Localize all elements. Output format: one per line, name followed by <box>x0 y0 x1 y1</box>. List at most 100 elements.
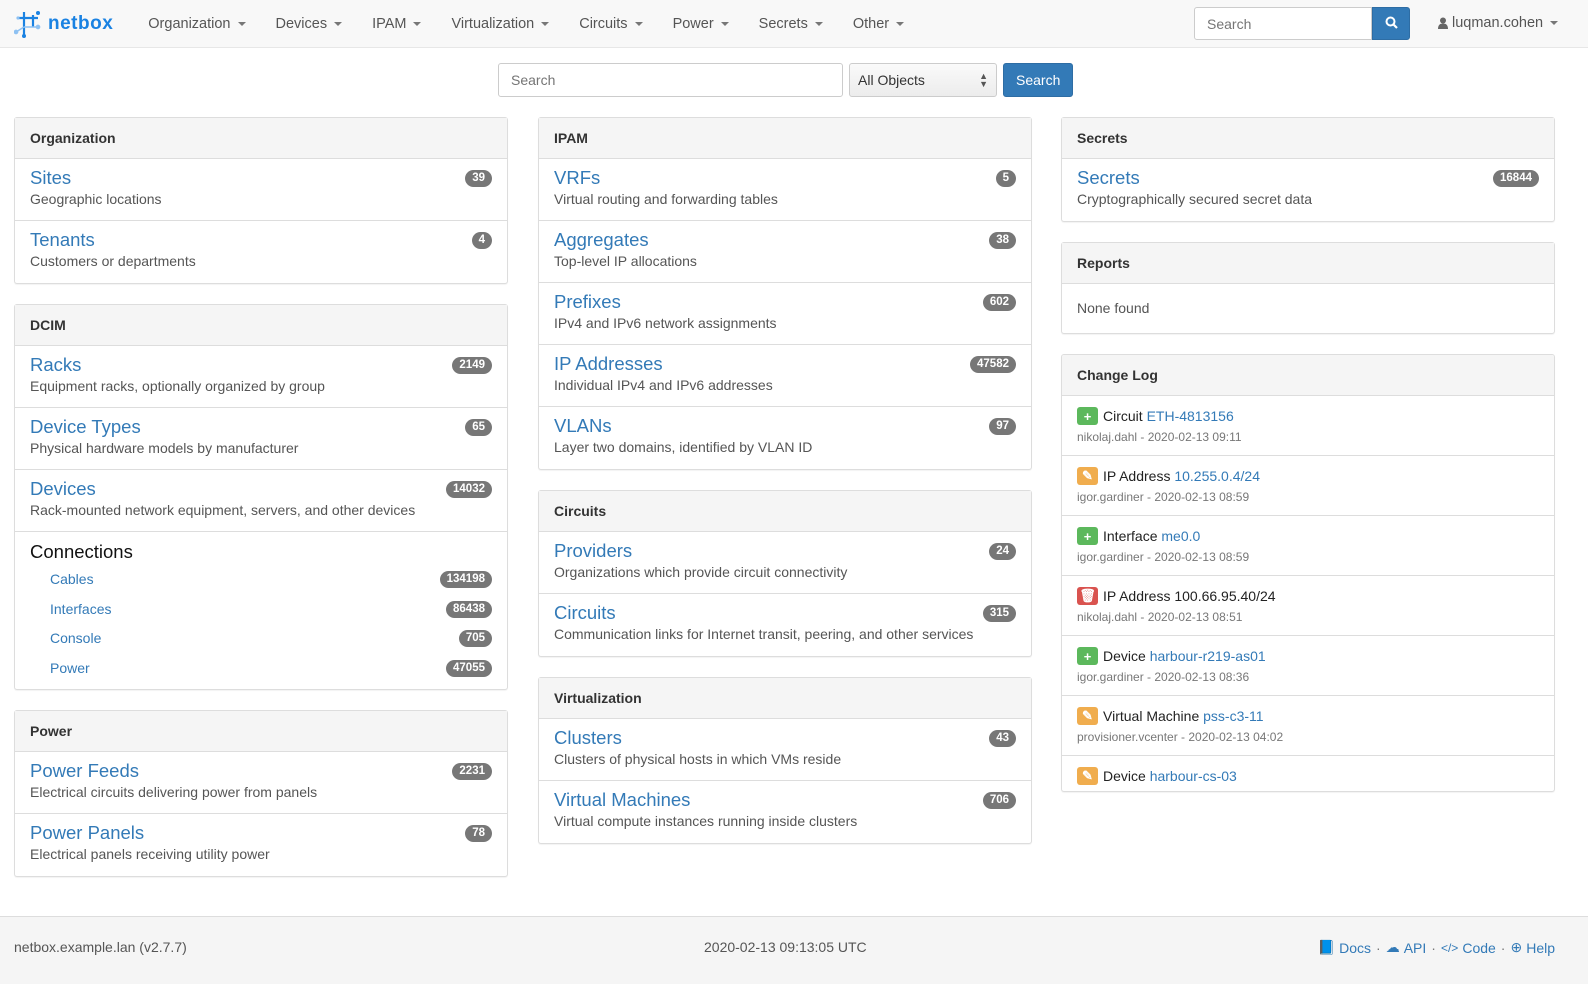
changelog-title: ✎ Device harbour-cs-03 <box>1077 767 1539 785</box>
panel-organization: Organization Sites 39 Geographic locations T… <box>14 117 508 284</box>
main-menu: Organization Devices IPAM Virtualization Cir… <box>133 16 919 32</box>
object-link[interactable]: harbour-cs-03 <box>1149 768 1237 784</box>
item-link[interactable]: VRFs <box>554 167 601 188</box>
panel-heading: Virtualization <box>539 678 1031 719</box>
menu-secrets[interactable]: Secrets <box>744 16 838 32</box>
list-item-racks: Racks 2149 Equipment racks, optionally org… <box>15 346 507 408</box>
changelog-entry: ✎ Virtual Machine pss-c3-11 provisioner.vc… <box>1062 696 1554 756</box>
user-menu[interactable]: luqman.cohen <box>1438 15 1559 31</box>
item-link[interactable]: Device Types <box>30 416 141 437</box>
menu-circuits[interactable]: Circuits <box>564 16 657 32</box>
panel-heading: Organization <box>15 118 507 159</box>
item-link[interactable]: IP Addresses <box>554 353 663 374</box>
item-description: Individual IPv4 and IPv6 addresses <box>554 377 773 393</box>
item-link[interactable]: Aggregates <box>554 229 649 250</box>
item-description: Geographic locations <box>30 191 162 207</box>
list-item-prefixes: Prefixes 602 IPv4 and IPv6 network assignm… <box>539 283 1031 345</box>
item-link[interactable]: Circuits <box>554 602 616 623</box>
code-link[interactable]: </> Code <box>1441 940 1496 956</box>
menu-power[interactable]: Power <box>658 16 744 32</box>
item-link[interactable]: Tenants <box>30 229 95 250</box>
menu-label: Secrets <box>758 15 808 32</box>
count-badge: 2149 <box>452 357 492 374</box>
count-badge: 86438 <box>446 600 492 618</box>
item-link[interactable]: Power Feeds <box>30 760 139 781</box>
connection-link[interactable]: Console <box>50 630 102 646</box>
api-link[interactable]: ☁ API <box>1386 939 1427 956</box>
changelog-meta: igor.gardiner - 2020-02-13 08:59 <box>1077 550 1250 564</box>
item-description: Electrical circuits delivering power fro… <box>30 784 318 800</box>
menu-label: Power <box>672 15 714 32</box>
object-link[interactable]: me0.0 <box>1161 528 1201 544</box>
item-link[interactable]: Racks <box>30 354 82 375</box>
separator: · <box>1431 939 1436 956</box>
changelog-title: + Interface me0.0 <box>1077 527 1539 545</box>
search-button[interactable]: Search <box>1003 63 1074 97</box>
changelog-entry: + Circuit ETH-4813156 nikolaj.dahl - 2020-… <box>1062 396 1554 456</box>
code-icon: </> <box>1440 940 1459 955</box>
panel-virtualization: Virtualization Clusters 43 Clusters of phys… <box>538 677 1032 844</box>
username: luqman.cohen <box>1452 15 1544 31</box>
nav-search-button[interactable] <box>1372 7 1410 40</box>
menu-devices[interactable]: Devices <box>261 16 358 32</box>
netbox-logo-icon <box>14 10 41 38</box>
item-description: IPv4 and IPv6 network assignments <box>554 315 777 331</box>
panel-reports: Reports None found <box>1061 242 1555 334</box>
connection-link[interactable]: Cables <box>50 571 94 587</box>
panel-heading: Secrets <box>1062 118 1554 159</box>
object-link[interactable]: 10.255.0.4/24 <box>1174 468 1260 484</box>
connection-cables: Cables 134198 <box>30 565 492 595</box>
connection-power: Power 47055 <box>30 654 492 684</box>
list-item-ip-addresses: IP Addresses 47582 Individual IPv4 and IPv… <box>539 345 1031 407</box>
panel-ipam: IPAM VRFs 5 Virtual routing and forwarding … <box>538 117 1032 470</box>
item-description: Customers or departments <box>30 253 196 269</box>
create-action-icon: + <box>1077 407 1098 425</box>
item-link[interactable]: Clusters <box>554 727 622 748</box>
list-item-clusters: Clusters 43 Clusters of physical hosts in … <box>539 719 1031 781</box>
select-arrows-icon: ▲ ▼ <box>979 71 988 89</box>
item-link[interactable]: Prefixes <box>554 291 621 312</box>
nav-search-input[interactable] <box>1194 7 1372 40</box>
empty-message: None found <box>1077 300 1150 316</box>
item-link[interactable]: Secrets <box>1077 167 1140 188</box>
object-type: Circuit <box>1103 408 1143 424</box>
menu-virtualization[interactable]: Virtualization <box>436 16 564 32</box>
object-link[interactable]: harbour-r219-as01 <box>1149 648 1266 664</box>
list-item-secrets: Secrets 16844 Cryptographically secured se… <box>1062 159 1554 221</box>
connection-link[interactable]: Power <box>50 659 90 676</box>
brand-name: netbox <box>48 12 114 34</box>
menu-ipam[interactable]: IPAM <box>357 16 436 32</box>
brand-logo[interactable]: netbox <box>14 10 113 38</box>
object-type: Device <box>1103 768 1146 784</box>
object-link[interactable]: ETH-4813156 <box>1146 408 1234 424</box>
footer-hostname: netbox.example.lan (v2.7.7) <box>14 939 187 955</box>
count-badge: 47582 <box>970 356 1016 373</box>
object-link: 100.66.95.40/24 <box>1174 588 1276 604</box>
count-badge: 706 <box>982 792 1016 809</box>
life-ring-icon: ⊕ <box>1510 939 1523 955</box>
panel-power: Power Power Feeds 2231 Electrical circuits … <box>14 710 508 877</box>
item-description: Clusters of physical hosts in which VMs … <box>554 751 842 767</box>
docs-link[interactable]: 📘 Docs <box>1318 939 1371 956</box>
footer-links: 📘 Docs · ☁ API · </> Code · ⊕ Help <box>1318 939 1555 956</box>
object-type: IP Address <box>1103 468 1171 484</box>
search-input[interactable] <box>498 63 843 97</box>
changelog-meta: igor.gardiner - 2020-02-13 08:59 <box>1077 490 1250 504</box>
item-link[interactable]: Virtual Machines <box>554 789 691 810</box>
item-link[interactable]: VLANs <box>554 415 612 436</box>
menu-organization[interactable]: Organization <box>133 16 260 32</box>
object-link[interactable]: pss-c3-11 <box>1203 708 1264 724</box>
changelog-meta: igor.gardiner - 2020-02-13 08:36 <box>1077 670 1250 684</box>
connection-link[interactable]: Interfaces <box>50 600 112 617</box>
help-link[interactable]: ⊕ Help <box>1510 939 1555 956</box>
list-item-devices: Devices 14032 Rack-mounted network equipme… <box>15 470 507 532</box>
connection-console: Console 705 <box>30 624 492 654</box>
item-link[interactable]: Sites <box>30 167 72 188</box>
menu-other[interactable]: Other <box>838 16 919 32</box>
item-link[interactable]: Providers <box>554 540 633 561</box>
item-link[interactable]: Power Panels <box>30 822 145 843</box>
item-link[interactable]: Devices <box>30 478 96 499</box>
changelog-meta: nikolaj.dahl - 2020-02-13 08:51 <box>1077 610 1243 624</box>
item-description: Layer two domains, identified by VLAN ID <box>554 439 813 455</box>
object-type-select[interactable]: All Objects ▲ ▼ <box>849 63 997 97</box>
